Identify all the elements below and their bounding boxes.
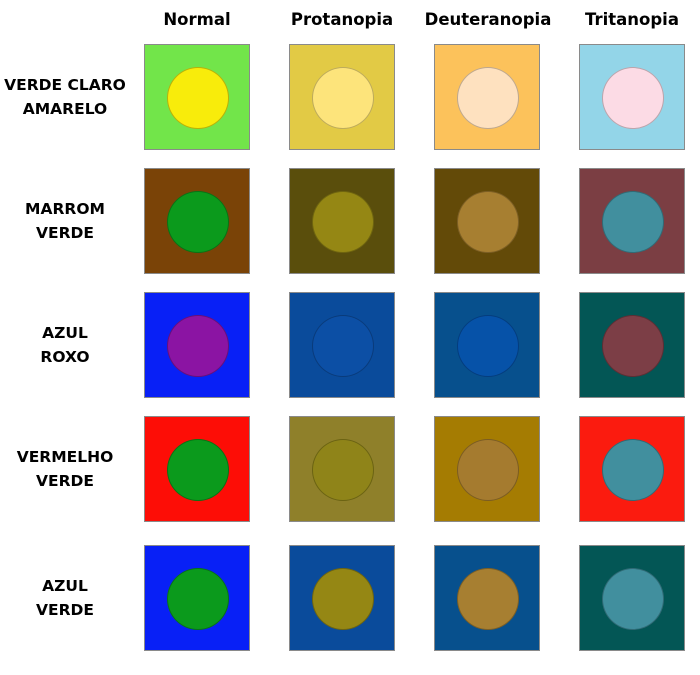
circle-swatch (167, 191, 229, 253)
row-label-1: VERDE CLARO AMARELO (0, 44, 130, 150)
circle-swatch (312, 191, 374, 253)
circle-swatch (312, 439, 374, 501)
circle-swatch (602, 439, 664, 501)
color-swatch-tritanopia (579, 44, 685, 150)
color-swatch-protanopia (289, 545, 395, 651)
row-label-5: AZUL VERDE (0, 545, 130, 651)
row-label-line: VERDE (36, 472, 94, 490)
color-swatch-protanopia (289, 292, 395, 398)
circle-swatch (457, 67, 519, 129)
column-header-deuteranopia: Deuteranopia (424, 10, 552, 29)
circle-swatch (457, 439, 519, 501)
color-swatch-normal (144, 416, 250, 522)
column-header-tritanopia: Tritanopia (585, 10, 679, 29)
circle-swatch (457, 315, 519, 377)
circle-swatch (602, 191, 664, 253)
row-label-line: AZUL (42, 577, 88, 595)
color-swatch-tritanopia (579, 545, 685, 651)
color-swatch-normal (144, 292, 250, 398)
circle-swatch (457, 191, 519, 253)
color-swatch-deuteranopia (434, 168, 540, 274)
color-swatch-deuteranopia (434, 545, 540, 651)
row-label-4: VERMELHO VERDE (0, 416, 130, 522)
circle-swatch (602, 67, 664, 129)
row-label-line: AZUL (42, 324, 88, 342)
row-label-2: MARROM VERDE (0, 168, 130, 274)
circle-swatch (167, 315, 229, 377)
color-swatch-deuteranopia (434, 292, 540, 398)
color-swatch-tritanopia (579, 168, 685, 274)
row-label-3: AZUL ROXO (0, 292, 130, 398)
row-label-line: VERDE (36, 224, 94, 242)
color-swatch-protanopia (289, 416, 395, 522)
circle-swatch (457, 568, 519, 630)
row-label-line: ROXO (40, 348, 90, 366)
row-label-line: MARROM (25, 200, 105, 218)
circle-swatch (167, 439, 229, 501)
color-swatch-deuteranopia (434, 44, 540, 150)
circle-swatch (167, 67, 229, 129)
color-swatch-tritanopia (579, 416, 685, 522)
circle-swatch (312, 67, 374, 129)
circle-swatch (602, 315, 664, 377)
column-header-protanopia: Protanopia (290, 10, 394, 29)
row-label-line: VERMELHO (16, 448, 114, 466)
row-label-line: AMARELO (22, 100, 108, 118)
color-swatch-normal (144, 44, 250, 150)
color-swatch-deuteranopia (434, 416, 540, 522)
circle-swatch (312, 315, 374, 377)
row-label-line: VERDE (36, 601, 94, 619)
column-header-normal: Normal (163, 10, 231, 29)
color-swatch-normal (144, 545, 250, 651)
circle-swatch (312, 568, 374, 630)
color-swatch-protanopia (289, 168, 395, 274)
color-swatch-tritanopia (579, 292, 685, 398)
color-swatch-protanopia (289, 44, 395, 150)
row-label-line: VERDE CLARO (4, 76, 126, 94)
circle-swatch (602, 568, 664, 630)
color-swatch-normal (144, 168, 250, 274)
circle-swatch (167, 568, 229, 630)
